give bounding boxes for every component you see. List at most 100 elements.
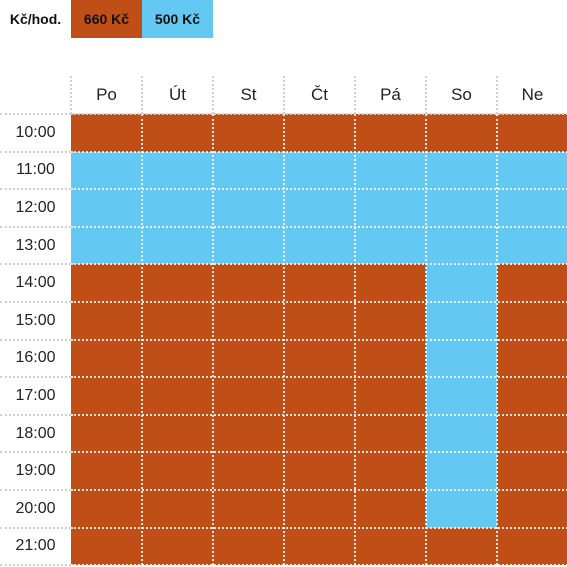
schedule-slot[interactable] — [142, 339, 213, 378]
schedule-slot[interactable] — [426, 151, 497, 190]
schedule-slot[interactable] — [284, 302, 355, 340]
schedule-slot[interactable] — [426, 414, 497, 453]
schedule-slot[interactable] — [71, 264, 142, 302]
schedule-slot[interactable] — [213, 452, 284, 490]
schedule-slot[interactable] — [355, 264, 426, 302]
schedule-slot[interactable] — [426, 114, 497, 152]
schedule-slot[interactable] — [71, 377, 142, 415]
schedule-slot[interactable] — [142, 414, 213, 453]
schedule-slot[interactable] — [71, 527, 142, 566]
schedule-slot[interactable] — [71, 452, 142, 490]
schedule-slot[interactable] — [355, 226, 426, 265]
schedule-slot[interactable] — [497, 226, 567, 265]
grid-divider — [0, 263, 71, 266]
schedule-slot[interactable] — [213, 414, 284, 453]
schedule-slot[interactable] — [426, 527, 497, 566]
schedule-slot[interactable] — [142, 302, 213, 340]
schedule-slot[interactable] — [213, 490, 284, 528]
schedule-slot[interactable] — [284, 490, 355, 528]
schedule-slot[interactable] — [284, 339, 355, 378]
schedule-slot[interactable] — [142, 490, 213, 528]
schedule-slot[interactable] — [355, 114, 426, 152]
schedule-slot[interactable] — [71, 114, 142, 152]
schedule-slot[interactable] — [71, 151, 142, 190]
schedule-slot[interactable] — [71, 490, 142, 528]
schedule-slot[interactable] — [426, 339, 497, 378]
schedule-slot[interactable] — [284, 414, 355, 453]
schedule-slot[interactable] — [426, 226, 497, 265]
schedule-slot[interactable] — [497, 527, 567, 566]
grid-divider — [283, 76, 285, 114]
schedule-slot[interactable] — [426, 302, 497, 340]
schedule-slot[interactable] — [426, 189, 497, 227]
schedule-slot[interactable] — [355, 490, 426, 528]
grid-divider — [71, 564, 567, 567]
grid-divider — [71, 413, 567, 416]
schedule-slot[interactable] — [213, 339, 284, 378]
schedule-slot[interactable] — [142, 189, 213, 227]
time-label: 11:00 — [16, 161, 55, 179]
schedule-slot[interactable] — [71, 189, 142, 227]
grid-divider — [71, 188, 567, 191]
schedule-slot[interactable] — [355, 527, 426, 566]
schedule-slot[interactable] — [426, 264, 497, 302]
schedule-slot[interactable] — [426, 452, 497, 490]
schedule-slot[interactable] — [71, 339, 142, 378]
schedule-slot[interactable] — [213, 226, 284, 265]
schedule-slot[interactable] — [284, 264, 355, 302]
schedule-slot[interactable] — [284, 189, 355, 227]
schedule-slot[interactable] — [142, 114, 213, 152]
schedule-slot[interactable] — [497, 377, 567, 415]
schedule-slot[interactable] — [355, 302, 426, 340]
grid-divider — [0, 225, 71, 228]
schedule-slot[interactable] — [213, 264, 284, 302]
schedule-slot[interactable] — [497, 151, 567, 190]
schedule-slot[interactable] — [71, 414, 142, 453]
schedule-slot[interactable] — [213, 527, 284, 566]
schedule-slot[interactable] — [142, 264, 213, 302]
schedule-slot[interactable] — [426, 377, 497, 415]
schedule-slot[interactable] — [497, 339, 567, 378]
schedule-slot[interactable] — [213, 377, 284, 415]
schedule-slot[interactable] — [142, 151, 213, 190]
schedule-slot[interactable] — [497, 414, 567, 453]
schedule-slot[interactable] — [284, 226, 355, 265]
grid-divider — [0, 188, 71, 191]
grid-divider — [0, 150, 71, 153]
schedule-slot[interactable] — [355, 452, 426, 490]
grid-divider — [425, 76, 427, 114]
grid-divider — [71, 225, 567, 228]
schedule-slot[interactable] — [426, 490, 497, 528]
schedule-slot[interactable] — [213, 302, 284, 340]
legend-rate-high: 660 Kč — [71, 0, 142, 38]
schedule-slot[interactable] — [142, 527, 213, 566]
schedule-slot[interactable] — [497, 490, 567, 528]
schedule-slot[interactable] — [213, 114, 284, 152]
schedule-slot[interactable] — [355, 414, 426, 453]
time-label: 13:00 — [15, 236, 56, 254]
schedule-slot[interactable] — [355, 377, 426, 415]
schedule-slot[interactable] — [213, 189, 284, 227]
schedule-slot[interactable] — [497, 189, 567, 227]
schedule-slot[interactable] — [284, 527, 355, 566]
schedule-slot[interactable] — [71, 226, 142, 265]
grid-divider — [0, 376, 71, 379]
schedule-slot[interactable] — [355, 151, 426, 190]
schedule-slot[interactable] — [284, 452, 355, 490]
schedule-slot[interactable] — [142, 377, 213, 415]
time-label: 18:00 — [15, 424, 56, 442]
schedule-slot[interactable] — [284, 151, 355, 190]
schedule-slot[interactable] — [142, 226, 213, 265]
schedule-slot[interactable] — [71, 302, 142, 340]
schedule-slot[interactable] — [284, 377, 355, 415]
schedule-slot[interactable] — [213, 151, 284, 190]
schedule-slot[interactable] — [497, 452, 567, 490]
schedule-slot[interactable] — [497, 264, 567, 302]
schedule-slot[interactable] — [284, 114, 355, 152]
schedule-slot[interactable] — [142, 452, 213, 490]
time-label: 17:00 — [15, 386, 56, 404]
schedule-slot[interactable] — [497, 302, 567, 340]
schedule-slot[interactable] — [355, 339, 426, 378]
schedule-slot[interactable] — [355, 189, 426, 227]
schedule-slot[interactable] — [497, 114, 567, 152]
